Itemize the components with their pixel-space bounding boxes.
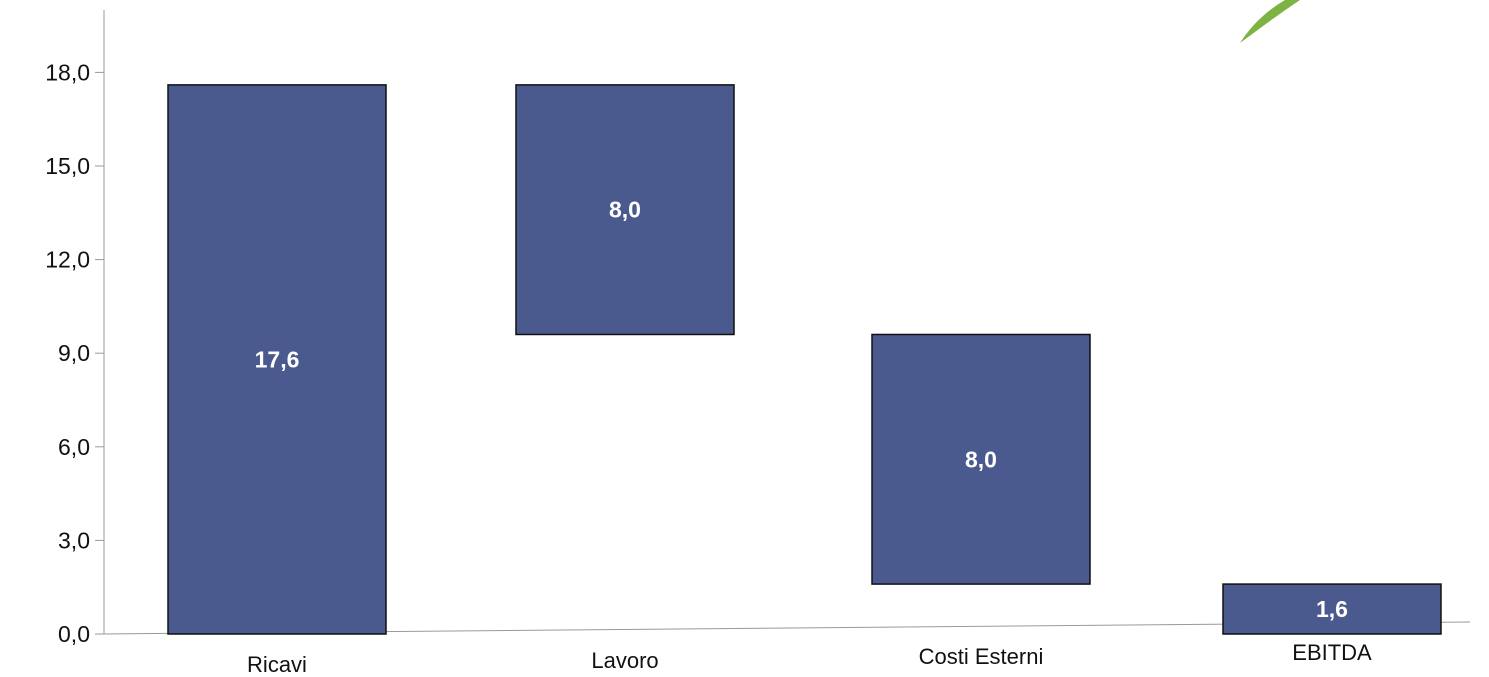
y-tick-label: 12,0	[45, 247, 90, 273]
category-label: EBITDA	[1292, 640, 1372, 665]
data-label: 17,6	[255, 346, 300, 372]
category-label: Ricavi	[247, 652, 307, 677]
y-tick-label: 9,0	[58, 340, 90, 366]
y-tick-label: 0,0	[58, 621, 90, 647]
y-tick-label: 3,0	[58, 527, 90, 553]
category-label: Costi Esterni	[919, 644, 1044, 669]
data-label: 1,6	[1316, 596, 1348, 622]
bars	[168, 85, 1441, 634]
y-axis: 0,0 3,0 6,0 9,0 12,0 15,0 18,0	[45, 10, 104, 647]
y-tick-label: 15,0	[45, 153, 90, 179]
data-label: 8,0	[965, 446, 997, 472]
y-tick-label: 6,0	[58, 434, 90, 460]
leaf-graphic	[1240, 0, 1300, 43]
data-label: 8,0	[609, 197, 641, 223]
y-tick-label: 18,0	[45, 59, 90, 85]
category-label: Lavoro	[591, 648, 658, 673]
data-labels: 17,6 8,0 8,0 1,6	[255, 197, 1348, 622]
